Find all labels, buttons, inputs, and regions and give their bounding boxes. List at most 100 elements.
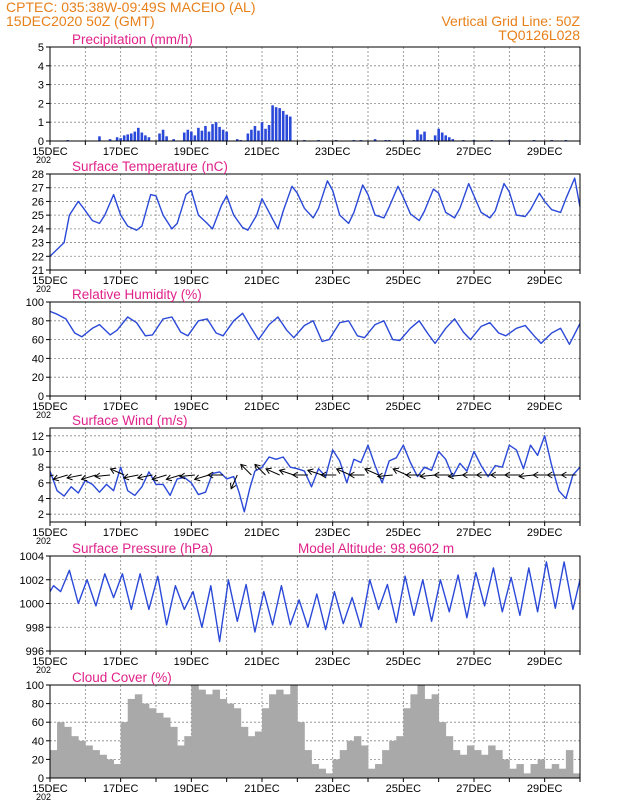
cloud-bar: [92, 750, 100, 778]
cloud-bar: [64, 726, 72, 778]
cloud-bar: [163, 717, 171, 778]
x-tick-label: 27DEC: [456, 656, 492, 668]
precip-bar: [172, 139, 175, 141]
precip-bar: [274, 107, 278, 141]
precip-bar: [129, 133, 133, 141]
precip-bar: [373, 139, 377, 141]
x-tick-label: 19DEC: [174, 656, 210, 668]
cloud-bar: [71, 736, 79, 778]
cloud-bar: [240, 726, 249, 778]
series-line: [50, 561, 580, 643]
cloud-bar: [304, 750, 312, 778]
cloud-bar: [283, 694, 291, 778]
precip-bar: [158, 133, 161, 141]
y-tick-label: 2: [38, 509, 44, 521]
precip-bar: [264, 128, 267, 141]
wind-arrow: [419, 472, 436, 480]
precip-bar: [447, 137, 451, 141]
x-tick-label: 15DEC: [32, 527, 68, 539]
y-tick-label: 25: [32, 210, 44, 222]
cloud-bar: [403, 708, 411, 778]
panel-frame: [49, 684, 581, 779]
cloud-bar: [438, 722, 447, 778]
y-tick-label: 26: [32, 196, 44, 208]
x-tick-label: 25DEC: [386, 656, 422, 668]
cloud-bar: [78, 740, 86, 778]
cloud-bar: [389, 740, 397, 778]
x-tick-label: 23DEC: [315, 401, 351, 413]
x-tick-label: 15DEC: [32, 783, 68, 795]
precip-bar: [451, 139, 455, 141]
x-tick-label: 17DEC: [103, 783, 139, 795]
precip-bar: [200, 130, 204, 141]
y-tick-label: 60: [32, 335, 44, 347]
x-tick-label: 19DEC: [174, 527, 210, 539]
x-tick-label: 25DEC: [386, 783, 422, 795]
x-tick-label: 27DEC: [456, 146, 492, 158]
cloud-bar: [156, 712, 164, 778]
cloud-bar: [382, 750, 390, 778]
wind-arrow: [320, 471, 337, 479]
x-tick-label: 25DEC: [386, 146, 422, 158]
cloud-bar: [85, 745, 93, 778]
cloud-bar: [353, 736, 362, 778]
header-grid-line-note: Vertical Grid Line: 50Z: [441, 13, 580, 29]
series-line: [50, 435, 580, 513]
wind-arrow: [560, 471, 577, 479]
cloud-bar: [219, 698, 228, 778]
cloud-bar: [254, 731, 263, 778]
wind-arrow: [376, 472, 393, 480]
year-label: 202: [36, 536, 51, 546]
y-tick-label: 12: [32, 431, 44, 443]
x-tick-label: 21DEC: [244, 783, 280, 795]
x-tick-label: 23DEC: [315, 146, 351, 158]
precip-bar: [235, 139, 239, 141]
wind-arrow: [546, 471, 563, 479]
x-tick-label: 29DEC: [527, 146, 563, 158]
wind-arrow: [151, 474, 167, 482]
y-tick-label: 0: [38, 773, 44, 785]
cloud-bar: [558, 768, 567, 778]
wind-arrow: [461, 471, 478, 479]
wind-arrow: [193, 474, 210, 482]
y-tick-label: 10: [32, 447, 44, 459]
wind-arrow: [306, 468, 323, 476]
precip-bar: [197, 127, 200, 141]
panel-title: Surface Pressure (hPa): [72, 541, 213, 556]
x-tick-label: 21DEC: [244, 401, 280, 413]
cloud-bar: [276, 689, 284, 778]
y-tick-label: 40: [32, 736, 44, 748]
x-tick-label: 21DEC: [244, 146, 280, 158]
cloud-bar: [191, 685, 199, 778]
cloud-bar: [297, 722, 305, 778]
precip-bar: [433, 135, 437, 141]
precip-bar: [140, 132, 144, 141]
cloud-bar: [99, 754, 107, 778]
wind-arrow: [136, 473, 153, 481]
precip-bar: [98, 136, 101, 141]
cloud-bar: [134, 694, 143, 778]
precip-bar: [137, 127, 140, 141]
wind-arrow: [254, 463, 266, 476]
x-tick-label: 15DEC: [32, 275, 68, 287]
panel-title: Surface Temperature (nC): [72, 159, 228, 174]
wind-arrow: [364, 467, 379, 476]
panel-frame: [49, 173, 581, 271]
y-tick-label: 28: [32, 169, 44, 181]
x-tick-label: 19DEC: [174, 401, 210, 413]
cloud-bar: [572, 773, 580, 778]
cloud-bar: [247, 736, 256, 778]
year-label: 202: [36, 665, 51, 675]
precip-bar: [190, 131, 193, 141]
y-tick-label: 20: [32, 372, 44, 384]
precip-bar: [260, 122, 264, 141]
y-tick-label: 80: [32, 316, 44, 328]
precip-bar: [419, 134, 423, 141]
cloud-bar: [360, 745, 369, 778]
wind-arrow: [122, 473, 139, 481]
cloud-bar: [410, 694, 418, 778]
y-tick-label: 4: [38, 61, 44, 73]
x-tick-label: 29DEC: [527, 401, 563, 413]
